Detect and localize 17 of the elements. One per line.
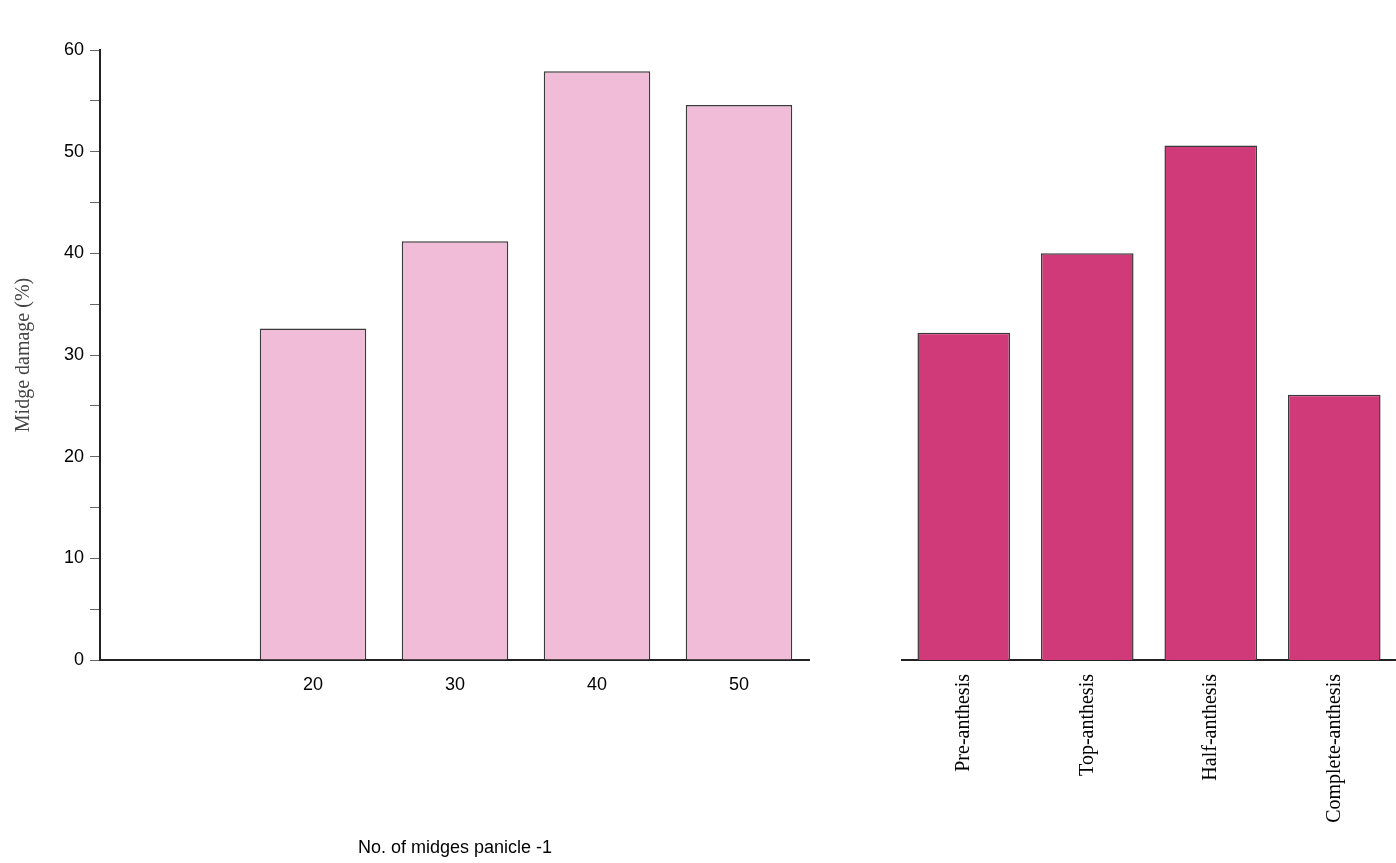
x-tick-label: 40 <box>586 673 608 694</box>
x-tick-label: Half-anthesis <box>1198 673 1220 781</box>
y-tick-label: 60 <box>63 38 84 59</box>
x-tick-label: 30 <box>444 673 466 694</box>
x-tick-label: Pre-anthesis <box>951 673 973 772</box>
y-tick-label: 10 <box>63 547 84 568</box>
x-tick-label: 20 <box>302 673 324 694</box>
y-tick-label: 40 <box>63 242 84 263</box>
x-axis-title: No. of midges panicle -1 <box>357 837 553 858</box>
y-tick-label: 20 <box>63 445 84 466</box>
y-axis-title: Midge damage (%) <box>11 277 35 433</box>
y-tick-label: 30 <box>63 343 84 364</box>
x-tick-label: Top-anthesis <box>1074 673 1098 776</box>
y-tick-label: 0 <box>73 648 84 669</box>
x-tick-label: 50 <box>728 673 750 694</box>
y-tick-label: 50 <box>63 140 84 161</box>
x-tick-label: Complete-anthesis <box>1321 673 1345 823</box>
